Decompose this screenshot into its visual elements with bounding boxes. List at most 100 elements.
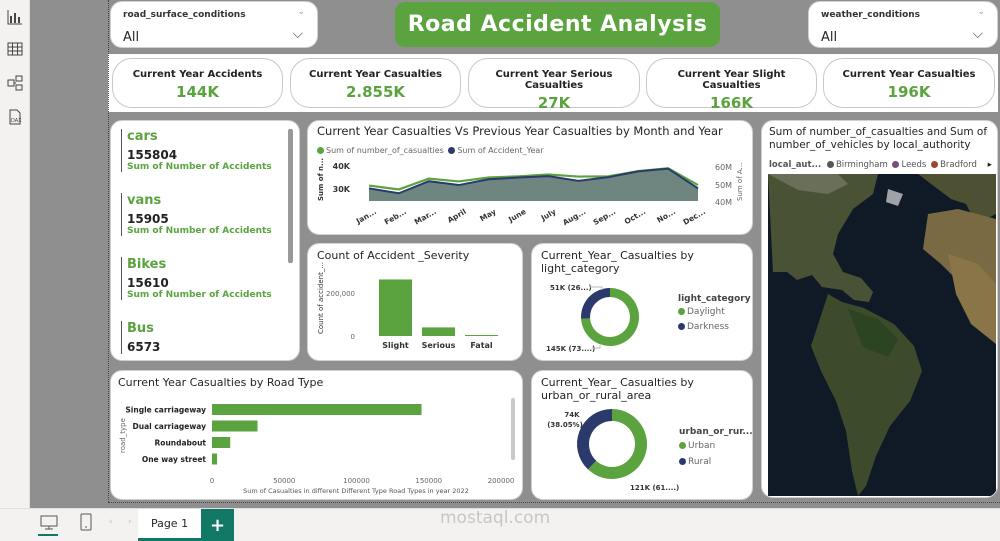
legend-item[interactable]: Daylight (678, 307, 751, 317)
slicer-value[interactable]: All (821, 30, 838, 45)
next-page-icon[interactable]: › (128, 517, 132, 527)
legend-item[interactable]: Rural (679, 457, 753, 467)
bar-single-carriageway (212, 404, 422, 415)
x-tick-label: Aug... (561, 207, 587, 227)
table-view-icon[interactable] (6, 40, 24, 58)
vehicle-value: 6573 (127, 340, 161, 354)
donut-plot: 51K (26...) 145K (73....) (546, 284, 639, 353)
kpi-card-accidents: Current Year Accidents 144K (112, 58, 283, 108)
satellite-map[interactable] (768, 174, 996, 496)
kpi-label: Current Year Casualties (308, 69, 443, 80)
x-tick-label: 150000 (415, 477, 442, 485)
legend-title: light_category (678, 294, 751, 304)
model-view-icon[interactable] (6, 74, 24, 92)
x-tick-label: Jan... (354, 207, 378, 226)
kpi-label: Current Year Casualties (842, 69, 976, 80)
tab-page-1[interactable]: Page 1 (138, 509, 201, 541)
scrollbar[interactable] (511, 398, 515, 460)
y2-tick-label: 50M (715, 181, 732, 190)
vehicle-measure-label: Sum of Number of Accidents (127, 226, 272, 236)
legend-item[interactable]: Bradford (940, 160, 977, 170)
x-tick-label: No... (655, 207, 677, 225)
y-tick-label: 40K (333, 162, 351, 171)
x-tick-label: 0 (210, 477, 214, 485)
bar-roundabout (212, 437, 231, 448)
road-type-chart: Current Year Casualties by Road Type roa… (110, 370, 523, 500)
x-tick-label: Fatal (470, 341, 493, 350)
legend-item[interactable]: Darkness (678, 322, 751, 332)
dax-query-view-icon[interactable]: DAX (6, 108, 24, 126)
previous-page-icon[interactable]: ‹ (109, 517, 113, 527)
kpi-value: 2.855K (345, 83, 406, 101)
vehicle-value: 155804 (127, 148, 178, 162)
leader-line (590, 286, 603, 290)
x-tick-label: Dec... (681, 207, 707, 227)
weather-slicer[interactable]: weather_conditions ⌄ All ⌵ (808, 1, 998, 48)
vehicle-measure-label: Sum of Number of Accidents (127, 162, 272, 172)
x-tick-label: Sep... (592, 207, 618, 227)
bar-serious (422, 327, 455, 336)
x-tick-label: 200000 (488, 477, 515, 485)
y-tick-label: Roundabout (155, 439, 207, 448)
legend-item[interactable]: Sum of number_of_casualties (326, 146, 444, 155)
vehicle-value: 15610 (127, 276, 169, 290)
legend-title: local_aut... (769, 160, 822, 170)
vehicle-category: cars (127, 129, 158, 144)
legend-item[interactable]: Leeds (901, 160, 927, 170)
x-tick-label: Mar... (413, 207, 438, 227)
y-tick-label: 0 (351, 333, 355, 341)
active-layout-indicator (38, 534, 58, 536)
chevron-down-icon[interactable]: ⌵ (292, 26, 303, 42)
urban-rural-donut: Current_Year_ Casualties by urban_or_rur… (531, 370, 753, 500)
vehicle-category: Bikes (127, 257, 167, 272)
line-chart-plot: Sum of n... Sum of A... 30K 40K 40M 50M … (317, 158, 744, 227)
y-tick-label: 200,000 (326, 290, 355, 298)
light-category-donut: Current_Year_ Casualties by light_catego… (531, 243, 753, 361)
kpi-value: 27K (537, 94, 571, 112)
legend-item[interactable]: Urban (679, 441, 753, 451)
map-legend: local_aut... Birmingham Leeds Bradford ▸ (769, 160, 992, 170)
x-tick-label: July (539, 207, 558, 223)
mobile-layout-icon[interactable] (80, 513, 92, 531)
bar-slight (379, 279, 412, 336)
y2-tick-label: 40M (715, 198, 732, 207)
report-view-icon[interactable] (6, 8, 24, 26)
legend-item[interactable]: Birmingham (835, 160, 888, 170)
legend-label: Rural (688, 457, 712, 467)
kpi-card-casualties: Current Year Casualties 2.855K (290, 58, 461, 108)
y-tick-label: 30K (333, 185, 351, 194)
add-page-button[interactable]: + (201, 509, 234, 541)
kpi-label: Current Year Serious Casualties (495, 69, 613, 91)
chart-title: Sum of number_of_casualties and Sum of n… (769, 126, 988, 151)
chevron-down-icon[interactable]: ⌄ (977, 7, 985, 17)
vehicle-item: Bikes 15610 Sum of Number of Accidents (121, 257, 272, 300)
x-tick-label: Oct... (623, 207, 648, 226)
scrollbar[interactable] (288, 129, 293, 263)
x-tick-label: 100000 (343, 477, 370, 485)
data-label: 121K (61....) (630, 484, 679, 492)
y2-tick-label: 60M (715, 163, 732, 172)
chart-title: Current_Year_ Casualties by light_catego… (541, 249, 694, 275)
vehicle-value: 15905 (127, 212, 169, 226)
road-surface-slicer[interactable]: road_surface_conditions ⌄ All ⌵ (110, 1, 318, 48)
monthly-casualties-chart: Current Year Casualties Vs Previous Year… (307, 120, 753, 235)
slicer-title: road_surface_conditions (123, 10, 246, 20)
chevron-down-icon[interactable]: ⌄ (297, 7, 305, 17)
data-label: (38.05%) (547, 421, 583, 429)
slicer-value[interactable]: All (123, 30, 140, 45)
chevron-down-icon[interactable]: ⌵ (972, 26, 983, 42)
desktop-layout-icon[interactable] (40, 515, 58, 531)
leader-line (592, 345, 601, 349)
legend-label: Daylight (687, 307, 725, 317)
donut-slice-urban (587, 409, 647, 479)
vehicle-category: Bus (127, 321, 154, 336)
vehicle-category: vans (127, 193, 162, 208)
vehicle-item: vans 15905 Sum of Number of Accidents (121, 193, 272, 236)
y-axis-title: road_type (119, 418, 127, 453)
legend-item[interactable]: Sum of Accident_Year (457, 146, 544, 155)
legend-next-arrow-icon[interactable]: ▸ (987, 160, 992, 170)
bar-one-way-street (212, 453, 218, 465)
page-boundary (108, 0, 109, 502)
y-tick-label: Single carriageway (125, 406, 206, 415)
chart-title: Current_Year_ Casualties by urban_or_rur… (541, 376, 694, 402)
